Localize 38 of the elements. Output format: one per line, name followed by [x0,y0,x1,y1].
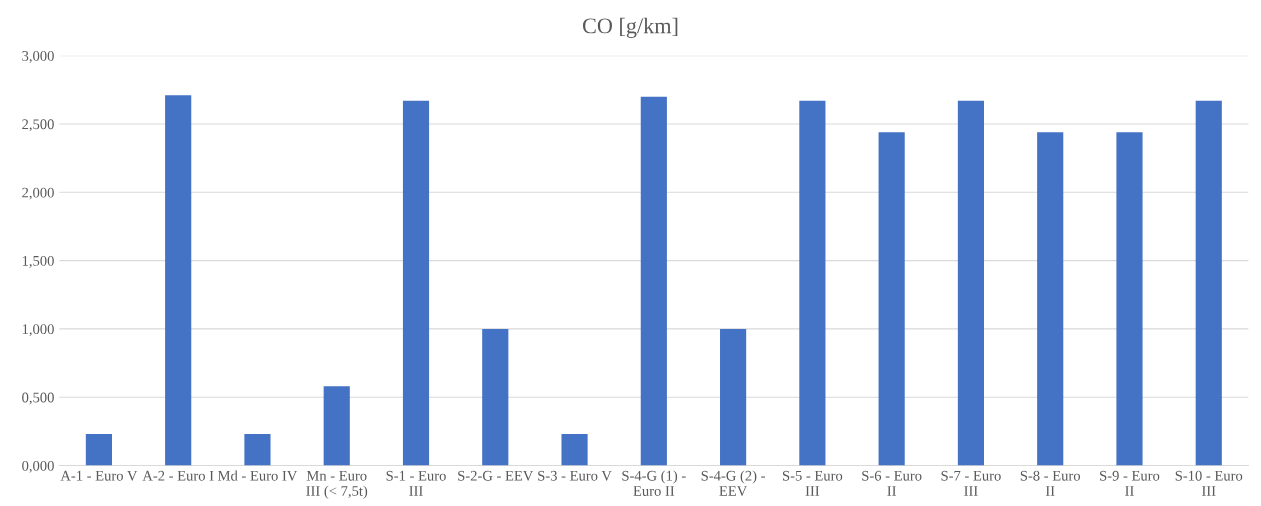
x-tick-label: S-4-G (1) - Euro II [622,470,686,496]
x-tick-label: S-6 - Euro II [862,470,922,496]
bar [1116,132,1143,466]
y-tick-label: 3,000 [22,51,54,63]
x-tick-label: S-3 - Euro V [538,470,612,481]
x-tick-label: S-7 - Euro III [941,470,1001,496]
bar [1037,132,1064,466]
chart-title: CO [g/km] [582,17,678,38]
bar [799,100,826,466]
bar [402,100,430,466]
y-tick-label: 0,000 [22,460,54,473]
y-tick-label: 1,500 [22,255,54,268]
x-tick-label: S-2-G - EEV [458,470,534,481]
x-tick-label: S-10 - Euro III [1175,470,1243,496]
bar [720,328,747,466]
bar [482,328,509,466]
bar [640,96,667,466]
x-tick-label: A-2 - Euro I [142,470,214,481]
bar [878,132,905,466]
x-tick-label: Md - Euro IV [217,470,298,481]
bar [1195,100,1222,466]
x-tick-label: A-1 - Euro V [60,470,138,481]
x-tick-label: S-8 - Euro II [1020,470,1081,496]
y-tick-label: 2,500 [22,119,54,132]
bar [165,95,192,466]
x-tick-label: S-5 - Euro III [782,470,843,496]
y-tick-label: 0,500 [22,392,54,405]
x-tick-label: S-1 - Euro III [386,470,446,496]
y-tick-label: 2,000 [22,187,54,200]
x-tick-label: S-9 - Euro II [1100,470,1160,496]
bar [561,434,588,466]
bar [85,434,112,466]
bar [957,100,985,466]
x-tick-label: Mn - Euro III (< 7,5t) [306,470,368,499]
x-tick-label: S-4-G (2) - EEV [701,470,765,496]
y-tick-label: 1,000 [22,324,54,337]
bar [323,386,350,466]
bar [244,434,271,466]
